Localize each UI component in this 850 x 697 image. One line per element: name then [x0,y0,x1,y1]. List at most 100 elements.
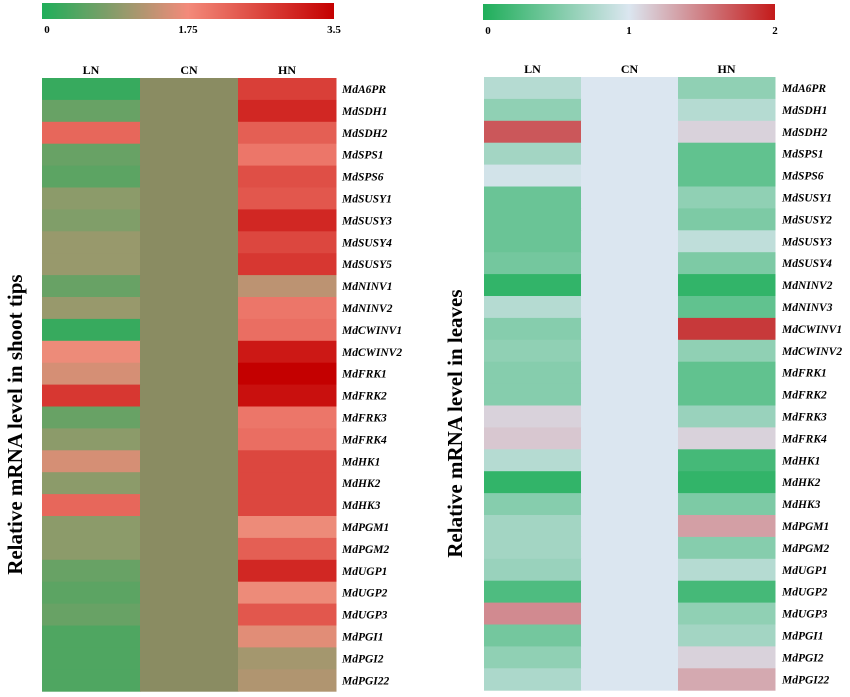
heatmap-cell [484,449,582,472]
heatmap-cell [42,494,141,517]
gene-label: MdPGI2 [781,652,824,664]
heatmap-cell [238,121,337,145]
gene-label: MdHK3 [781,499,821,511]
heatmap-cell [42,647,141,670]
gene-label: MdSPS1 [781,149,824,161]
column-label: CN [180,63,198,77]
heatmap-cell [42,581,141,605]
heatmap-cell [42,209,141,232]
heatmap-cell [678,164,776,187]
heatmap-cell [678,427,776,450]
heatmap-cell [484,77,582,100]
heatmap-cell [581,427,679,450]
heatmap-cell [140,362,239,386]
gene-label: MdHK2 [341,478,381,490]
gene-label: MdFRK1 [781,368,827,380]
gene-label: MdSUSY4 [341,237,392,249]
heatmap-cell [238,275,337,298]
heatmap-cell [140,165,239,188]
heatmap-cell [42,99,141,123]
heatmap-cell [678,515,776,538]
gene-label: MdUGP1 [341,566,387,578]
gene-label: MdFRK4 [781,433,827,445]
heatmap-cell [678,624,776,647]
heatmap-cell [140,318,239,342]
heatmap-cell [581,252,679,275]
heatmap-cell [678,383,776,406]
heatmap-cell [140,384,239,407]
gene-label: MdPGM1 [781,521,829,533]
heatmap-cell [238,559,337,583]
heatmap-cell [42,275,141,298]
heatmap-cell [581,274,679,297]
heatmap-cell [42,362,141,386]
heatmap-cell [678,274,776,297]
heatmap-cell [581,646,679,669]
gene-label: MdUGP3 [341,610,388,622]
heatmap-cell [678,142,776,166]
gene-label: MdPGM1 [341,522,389,534]
heatmap-cell [484,668,582,691]
heatmap-cell [484,515,582,538]
heatmap-cell [484,580,582,604]
gene-label: MdSUSY5 [341,259,392,271]
heatmap-cell [238,340,337,364]
gene-label: MdUGP1 [781,565,827,577]
heatmap-cell [238,450,337,473]
heatmap-cell [484,98,582,122]
y-axis-title: Relative mRNA level in leaves [443,289,467,557]
gene-label: MdCWINV1 [781,324,842,336]
column-label: LN [83,63,100,77]
heatmap-cell [140,275,239,298]
colorbar-tick-label: 0 [44,24,50,36]
heatmap-cell [484,558,582,582]
heatmap-cell [42,669,141,692]
heatmap-cell [42,340,141,364]
gene-label: MdPGM2 [781,543,830,555]
heatmap-cell [42,472,141,495]
colorbar-tick-label: 1 [626,25,632,37]
gene-label: MdNINV2 [781,280,833,292]
heatmap-cell [484,646,582,669]
heatmap-cell [238,384,337,407]
heatmap-cell [140,187,239,210]
heatmap-cell [238,143,337,167]
heatmap-cell [581,164,679,187]
heatmap-cell [238,428,337,451]
heatmap-panel-0: 0 1.75 3.5 MdA6PR MdSDH1 MdSDH2 MdSPS1 MdSPS6 Md… [3,3,402,692]
heatmap-cell [581,558,679,582]
gene-label: MdSDH1 [781,105,827,117]
gene-label: MdPGI22 [341,675,390,687]
heatmap-cell [581,208,679,231]
heatmap-cell [581,580,679,604]
heatmap-cell [484,361,582,385]
heatmap-cell [140,209,239,232]
heatmap-cell [581,98,679,122]
heatmap-cell [140,472,239,495]
y-axis-title: Relative mRNA level in shoot tips [3,274,27,574]
heatmap-cell [581,449,679,472]
heatmap-cell [581,624,679,647]
heatmap-cell [140,406,239,429]
heatmap-cell [238,231,337,254]
heatmap-cell [581,361,679,385]
heatmap-cell [42,318,141,342]
heatmap-cell [140,647,239,670]
heatmap-cell [484,536,582,560]
heatmap-cell [581,142,679,166]
heatmap-cell [42,537,141,561]
colorbar [483,4,775,20]
heatmap-cell [484,339,582,363]
gene-label: MdCWINV2 [781,346,842,358]
heatmap-cell [484,383,582,406]
heatmap-cell [238,406,337,429]
heatmap-cell [581,186,679,209]
heatmap-cell [42,165,141,188]
heatmap-cell [140,625,239,648]
heatmap-cell [238,603,337,626]
heatmap-cell [238,494,337,517]
gene-label: MdNINV1 [341,281,392,293]
heatmap-cell [581,317,679,341]
heatmap-cell [581,405,679,428]
